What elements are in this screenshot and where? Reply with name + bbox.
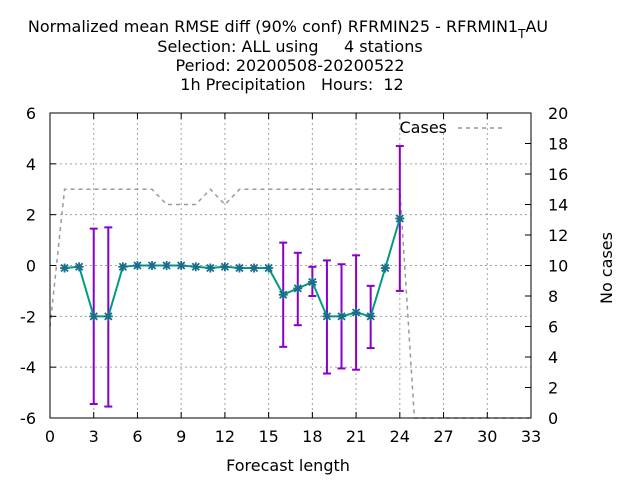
x-tick-label: 9 [176, 427, 186, 446]
data-point [234, 263, 244, 273]
y2-tick-label: 4 [548, 348, 558, 367]
chart-title-line-1: Normalized mean RMSE diff (90% conf) RFR… [28, 17, 548, 41]
y2-axis-label: No cases [597, 232, 616, 304]
data-point [395, 213, 405, 223]
x-tick-label: 27 [433, 427, 453, 446]
data-point [337, 311, 347, 321]
y-tick-label: 4 [26, 155, 36, 174]
chart-title-line-3: Period: 20200508-20200522 [175, 56, 404, 75]
x-tick-label: 12 [215, 427, 235, 446]
rmse-diff-line [64, 218, 401, 318]
data-point [60, 263, 70, 273]
y-tick-label: -6 [20, 409, 36, 428]
y-tick-label: -4 [20, 358, 36, 377]
y-tick-label: 0 [26, 257, 36, 276]
data-point [74, 262, 84, 272]
x-tick-label: 3 [89, 427, 99, 446]
data-point [307, 277, 317, 287]
y2-tick-label: 14 [548, 196, 568, 215]
x-tick-label: 15 [258, 427, 278, 446]
y2-tick-label: 6 [548, 318, 558, 337]
x-axis-ticks: 0 3 6 9 12 15 18 21 24 27 30 33 [45, 113, 541, 446]
y-tick-label: -2 [20, 307, 36, 326]
chart-title-line-4: 1h Precipitation Hours: 12 [180, 75, 403, 94]
y2-tick-label: 8 [548, 287, 558, 306]
data-point [322, 311, 332, 321]
title-subscript: T [517, 27, 526, 41]
data-point [380, 263, 390, 273]
data-point [89, 311, 99, 321]
x-axis-label: Forecast length [226, 456, 350, 475]
legend-label-cases: Cases [400, 118, 448, 137]
data-point [118, 262, 128, 272]
y2-tick-label: 2 [548, 379, 558, 398]
rmse-diff-series [60, 213, 405, 321]
legend: Cases [400, 118, 506, 137]
y2-tick-label: 18 [548, 135, 568, 154]
data-point [293, 283, 303, 293]
y2-tick-label: 10 [548, 257, 568, 276]
y2-tick-label: 12 [548, 226, 568, 245]
data-point [147, 261, 157, 270]
x-tick-label: 18 [302, 427, 322, 446]
x-tick-label: 21 [346, 427, 366, 446]
data-point [220, 262, 230, 272]
data-point [162, 261, 172, 270]
data-point [176, 261, 186, 270]
data-point [366, 311, 376, 321]
y2-tick-label: 20 [548, 104, 568, 123]
cases-line [49, 188, 531, 419]
title-tail: AU [525, 17, 548, 36]
y-axis-ticks: -6 -4 -2 0 2 4 6 [20, 104, 56, 428]
x-tick-label: 24 [390, 427, 410, 446]
y2-axis-ticks: 0 2 4 6 8 10 12 14 16 18 20 [525, 104, 568, 428]
y2-tick-label: 16 [548, 165, 568, 184]
x-tick-label: 0 [45, 427, 55, 446]
chart-title-line-2: Selection: ALL using 4 stations [157, 37, 422, 56]
x-tick-label: 33 [521, 427, 541, 446]
data-point [132, 261, 142, 270]
x-tick-label: 6 [132, 427, 142, 446]
x-tick-label: 30 [477, 427, 497, 446]
data-point [249, 263, 259, 273]
data-point [191, 262, 201, 272]
data-point [205, 263, 215, 273]
data-point [278, 290, 288, 300]
y-tick-label: 2 [26, 206, 36, 225]
cases-series [49, 188, 531, 419]
y-tick-label: 6 [26, 104, 36, 123]
data-point [264, 263, 274, 273]
title-main: Normalized mean RMSE diff (90% conf) RFR… [28, 17, 518, 36]
data-point [351, 308, 361, 318]
y2-tick-label: 0 [548, 409, 558, 428]
data-point [103, 311, 113, 321]
